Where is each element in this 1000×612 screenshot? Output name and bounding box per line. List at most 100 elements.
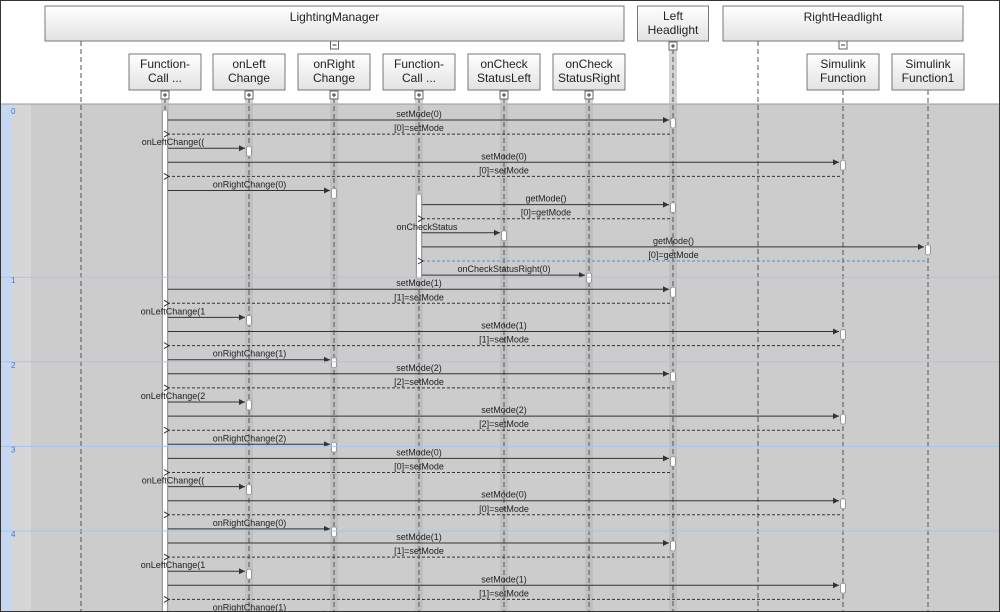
message-call[interactable]: onLeftChange(( — [142, 137, 252, 157]
message-label[interactable]: onLeftChange(2 — [141, 391, 206, 401]
message-return[interactable]: [1]=setMode — [163, 292, 670, 307]
message-call[interactable]: setMode(1) — [168, 532, 676, 552]
message-call[interactable]: onRightChange(1) — [168, 349, 337, 369]
message-label[interactable]: onLeftChange(1 — [141, 560, 206, 570]
message-label[interactable]: [1]=setMode — [394, 292, 444, 302]
expand-fc2-icon[interactable] — [414, 90, 424, 100]
expand-lh-icon[interactable] — [668, 41, 678, 51]
message-call[interactable]: setMode(0) — [168, 490, 846, 510]
message-label[interactable]: setMode(2) — [481, 405, 527, 415]
message-call[interactable]: onLeftChange(2 — [141, 391, 252, 411]
message-label[interactable]: onCheckStatus — [396, 222, 458, 232]
message-return[interactable]: [0]=setMode — [163, 462, 670, 476]
message-label[interactable]: [0]=setMode — [479, 165, 529, 175]
message-call[interactable]: setMode(0) — [168, 151, 846, 171]
message-return[interactable]: [1]=setMode — [163, 588, 840, 603]
message-label[interactable]: setMode(0) — [396, 447, 442, 457]
message-call[interactable]: getMode() — [422, 236, 931, 256]
message-call[interactable]: setMode(2) — [168, 363, 676, 383]
arrowhead-icon — [579, 272, 585, 279]
lifeline-header-fc1[interactable] — [128, 53, 202, 91]
collapse-rh-icon[interactable] — [838, 40, 848, 50]
expand-fc1-icon[interactable] — [160, 90, 170, 100]
lifeline-header-sf1[interactable] — [891, 53, 965, 91]
message-label[interactable]: setMode(1) — [396, 278, 442, 288]
lifeline-header-lm[interactable] — [44, 5, 625, 42]
message-label[interactable]: onRightChange(1) — [213, 349, 287, 359]
message-return[interactable]: [2]=setMode — [163, 419, 840, 434]
message-call[interactable]: setMode(0) — [168, 447, 676, 467]
message-call[interactable]: onLeftChange(1 — [141, 306, 252, 326]
message-return[interactable]: [0]=getMode — [417, 208, 670, 223]
message-call[interactable]: onLeftChange(1 — [141, 560, 252, 580]
message-return[interactable]: [0]=setMode — [163, 123, 670, 138]
message-return[interactable]: [0]=getMode — [417, 250, 925, 265]
message-call[interactable]: onRightChange(0) — [168, 180, 337, 199]
message-label[interactable]: setMode(1) — [396, 532, 442, 542]
expand-orc-icon[interactable] — [329, 90, 339, 100]
collapse-lm-icon[interactable] — [330, 40, 339, 50]
message-label[interactable]: setMode(1) — [481, 574, 527, 584]
expand-olc-icon[interactable] — [244, 90, 254, 100]
lifeline-header-rh[interactable] — [722, 5, 964, 42]
expand-ocsr-icon[interactable] — [584, 90, 594, 100]
lifeline-header-lh[interactable] — [637, 5, 709, 42]
message-call[interactable]: onRightChange(0) — [168, 518, 337, 538]
message-return[interactable]: [1]=setMode — [163, 335, 840, 350]
message-label[interactable]: onLeftChange(( — [142, 476, 205, 486]
expand-ocsl-icon[interactable] — [499, 90, 509, 100]
message-label[interactable]: [0]=setMode — [479, 504, 529, 514]
message-return[interactable]: [0]=setMode — [163, 504, 840, 519]
lifeline-header-ocsr[interactable] — [552, 53, 626, 91]
message-label[interactable]: onCheckStatusRight(0) — [457, 264, 550, 274]
message-label[interactable]: onLeftChange(1 — [141, 306, 206, 316]
lifeline-header-olc[interactable] — [212, 53, 286, 91]
lifeline-header-orc[interactable] — [297, 53, 371, 91]
message-call[interactable]: onRightChange(2) — [168, 433, 337, 453]
lifeline-header-sf[interactable] — [806, 53, 880, 91]
message-label[interactable]: [2]=setMode — [394, 377, 444, 387]
message-call[interactable]: setMode(2) — [168, 405, 846, 425]
lifeline-header-fc2[interactable] — [382, 53, 456, 91]
arrowhead-icon — [324, 525, 330, 532]
message-label[interactable]: onRightChange(1) — [213, 603, 287, 612]
message-label[interactable]: setMode(0) — [481, 151, 527, 161]
message-label[interactable]: getMode() — [525, 194, 566, 204]
lifeline-header-ocsl[interactable] — [467, 53, 541, 91]
message-call[interactable]: setMode(1) — [168, 574, 846, 594]
message-label[interactable]: setMode(0) — [481, 490, 527, 500]
message-return[interactable]: [0]=setMode — [163, 165, 840, 180]
time-step-label[interactable]: 0 — [11, 107, 16, 116]
message-call[interactable]: setMode(1) — [168, 321, 846, 340]
message-call[interactable]: onCheckStatus — [396, 222, 507, 242]
message-label[interactable]: [0]=getMode — [648, 250, 698, 260]
message-call[interactable]: getMode() — [422, 194, 676, 214]
message-label[interactable]: onRightChange(0) — [213, 518, 287, 528]
message-label[interactable]: [1]=setMode — [394, 546, 444, 556]
message-label[interactable]: [2]=setMode — [479, 419, 529, 429]
message-label[interactable]: [0]=setMode — [394, 462, 444, 472]
message-label[interactable]: [0]=setMode — [394, 123, 444, 133]
message-label[interactable]: setMode(2) — [396, 363, 442, 373]
time-ruler-strip[interactable] — [1, 104, 11, 612]
message-return[interactable]: [2]=setMode — [163, 377, 670, 392]
message-label[interactable]: getMode() — [653, 236, 694, 246]
message-label[interactable]: onRightChange(0) — [213, 180, 287, 190]
message-label[interactable]: [1]=setMode — [479, 335, 529, 345]
message-call[interactable]: onCheckStatusRight(0) — [422, 264, 592, 284]
message-label[interactable]: [1]=setMode — [479, 588, 529, 598]
time-step-label[interactable]: 4 — [11, 530, 16, 539]
message-label[interactable]: onLeftChange(( — [142, 137, 205, 147]
message-label[interactable]: onRightChange(2) — [213, 433, 287, 443]
message-label[interactable]: setMode(0) — [396, 109, 442, 119]
time-step-label[interactable]: 3 — [11, 445, 16, 454]
message-call[interactable]: onRightChange(1) — [168, 603, 337, 612]
time-step-label[interactable]: 1 — [11, 276, 16, 285]
message-call[interactable]: setMode(0) — [168, 109, 676, 129]
message-label[interactable]: [0]=getMode — [521, 208, 571, 218]
message-call[interactable]: setMode(1) — [168, 278, 676, 298]
message-label[interactable]: setMode(1) — [481, 321, 527, 331]
time-step-label[interactable]: 2 — [11, 361, 16, 370]
message-return[interactable]: [1]=setMode — [163, 546, 670, 561]
message-call[interactable]: onLeftChange(( — [142, 476, 252, 496]
